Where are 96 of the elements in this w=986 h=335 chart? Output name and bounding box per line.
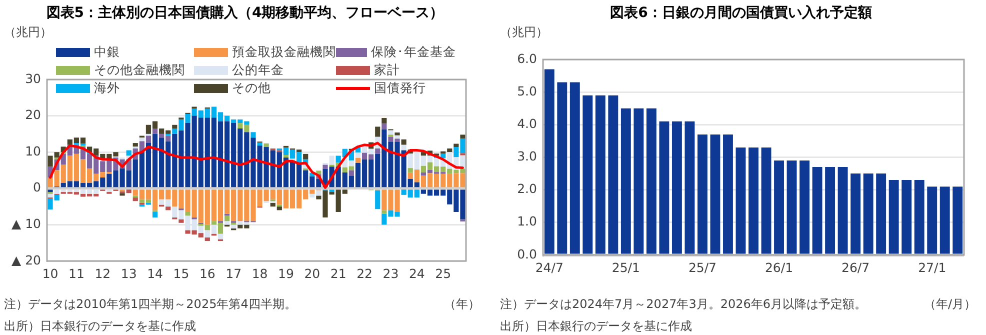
bar — [454, 144, 459, 148]
y-tick-label: 0.0 — [517, 246, 538, 262]
legend-label: 公的年金 — [232, 62, 284, 79]
y-tick-label: 6.0 — [517, 50, 538, 66]
legend-label: その他 — [232, 80, 271, 97]
bar — [394, 135, 400, 139]
bar — [375, 190, 380, 210]
bar — [460, 134, 466, 139]
bar — [132, 197, 138, 202]
bar — [382, 210, 387, 214]
y-tick-label: 20 — [25, 107, 42, 122]
bar — [120, 193, 125, 196]
y-axis-title: （兆円） — [4, 24, 52, 41]
bar — [382, 118, 387, 124]
bar — [166, 206, 171, 210]
bar — [296, 150, 302, 152]
x-tick-label: 26/7 — [842, 260, 870, 275]
x-tick-label: 20 — [304, 266, 320, 281]
chart-title: 図表6：日銀の月間の国債買い入れ予定額 — [609, 4, 873, 22]
bar — [322, 164, 328, 169]
y-tick-label: 4.0 — [517, 116, 538, 131]
x-axis-title: （年/月） — [924, 296, 976, 313]
bar — [48, 190, 53, 192]
y-tick-label: ▲ 10 — [12, 216, 42, 231]
bar — [408, 168, 413, 173]
x-tick-label: 19 — [278, 266, 294, 281]
legend-label: 海外 — [94, 80, 120, 97]
x-tick-label: 14 — [147, 266, 164, 281]
x-tick-label: 25/7 — [688, 260, 717, 275]
bar — [185, 212, 190, 216]
bar — [303, 154, 308, 160]
bar — [264, 143, 269, 148]
x-tick-label: 13 — [120, 266, 137, 281]
y-tick-label: ▲ 20 — [12, 252, 42, 268]
bar — [178, 219, 184, 223]
legend-label: 家計 — [374, 62, 400, 79]
bar — [224, 216, 230, 222]
text: 出所）日本銀行のデータを基に作成 — [500, 318, 692, 335]
bar — [172, 124, 178, 129]
x-tick-label: 22 — [356, 266, 372, 281]
bar — [204, 237, 210, 242]
legend-label: 保険･年金基金 — [371, 44, 456, 61]
x-tick-label: 16 — [199, 266, 216, 281]
bar — [283, 155, 289, 158]
x-tick-label: 25/1 — [612, 260, 640, 275]
y-axis-title: （兆円） — [500, 24, 548, 41]
x-tick-label: 21 — [330, 266, 346, 281]
text: 注）データは2010年第1四半期～2025年第4四半期。 — [4, 296, 296, 313]
x-tick-label: 10 — [42, 266, 58, 281]
x-tick-label: 11 — [68, 266, 84, 281]
x-tick-label: 27/1 — [918, 260, 946, 275]
legend-label: 中銀 — [94, 44, 120, 61]
x-axis-title: （年） — [444, 296, 480, 313]
bar — [394, 132, 400, 136]
legend-label: 預金取扱金融機関 — [232, 44, 336, 61]
bar — [375, 148, 380, 154]
bar — [152, 128, 158, 134]
bar — [48, 194, 53, 198]
bar — [257, 142, 262, 146]
bar — [375, 126, 380, 137]
legend-label: その他金融機関 — [94, 62, 185, 79]
y-tick-label: 10 — [25, 143, 42, 158]
y-tick-label: 0 — [33, 180, 42, 195]
x-tick-label: 15 — [173, 266, 190, 281]
text: 出所）日本銀行のデータを基に作成 — [4, 318, 196, 335]
y-tick-label: 1.0 — [517, 214, 538, 229]
y-tick-label: 2.0 — [517, 181, 538, 196]
bar — [276, 206, 282, 210]
chart-title: 図表5：主体別の日本国債購入（4期移動平均、フローベース） — [45, 4, 445, 22]
bar — [382, 123, 387, 130]
bar — [348, 170, 354, 176]
x-tick-label: 26/1 — [764, 260, 794, 275]
x-tick-label: 24/7 — [535, 260, 564, 275]
text: 注）データは2024年7月～2027年3月。2026年6月以降は予定額。 — [500, 296, 867, 313]
y-tick-label: 3.0 — [517, 148, 538, 164]
bar — [132, 143, 138, 147]
y-tick-label: 5.0 — [517, 83, 538, 98]
bar — [218, 234, 224, 240]
x-tick-label: 17 — [226, 266, 242, 281]
x-tick-label: 24 — [408, 266, 425, 281]
x-tick-label: 25 — [435, 266, 452, 281]
y-tick-label: 30 — [25, 70, 42, 86]
x-tick-label: 18 — [252, 266, 268, 281]
bar — [401, 139, 406, 145]
bar — [250, 132, 256, 138]
bar — [152, 212, 158, 218]
x-tick-label: 23 — [382, 266, 399, 281]
bar — [126, 150, 132, 156]
bar — [139, 138, 144, 142]
bar — [106, 190, 112, 192]
x-tick-label: 12 — [94, 266, 111, 281]
bar — [355, 158, 361, 163]
bar — [270, 202, 276, 207]
bar — [401, 144, 406, 150]
legend-label: 国債発行 — [374, 80, 426, 97]
bar — [388, 130, 394, 135]
